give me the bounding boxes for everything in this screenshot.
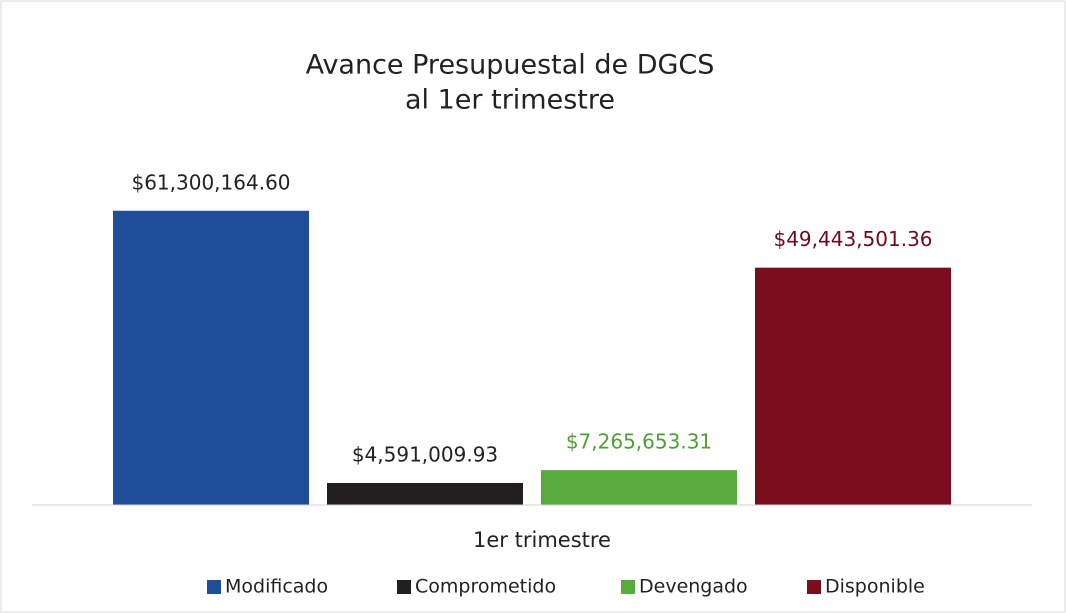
bar: [327, 482, 523, 505]
data-label: $7,265,653.31: [566, 430, 712, 454]
bar: [113, 210, 309, 505]
data-label: $49,443,501.36: [773, 227, 932, 251]
legend-label: Comprometido: [415, 576, 556, 598]
legend-label: Devengado: [639, 576, 748, 598]
legend-swatch: [397, 580, 411, 594]
data-label: $61,300,164.60: [131, 170, 290, 194]
legend-swatch: [207, 580, 221, 594]
legend-label: Modificado: [225, 576, 328, 598]
bar: [755, 267, 951, 505]
legend-label: Disponible: [825, 576, 925, 598]
x-tick-label: 1er trimestre: [473, 528, 611, 552]
chart-title: Avance Presupuestal de DGCS: [306, 50, 715, 81]
bar: [541, 470, 737, 505]
legend-swatch: [621, 580, 635, 594]
data-label: $4,591,009.93: [352, 442, 498, 466]
chart-title: al 1er trimestre: [405, 85, 615, 116]
legend-swatch: [807, 580, 821, 594]
